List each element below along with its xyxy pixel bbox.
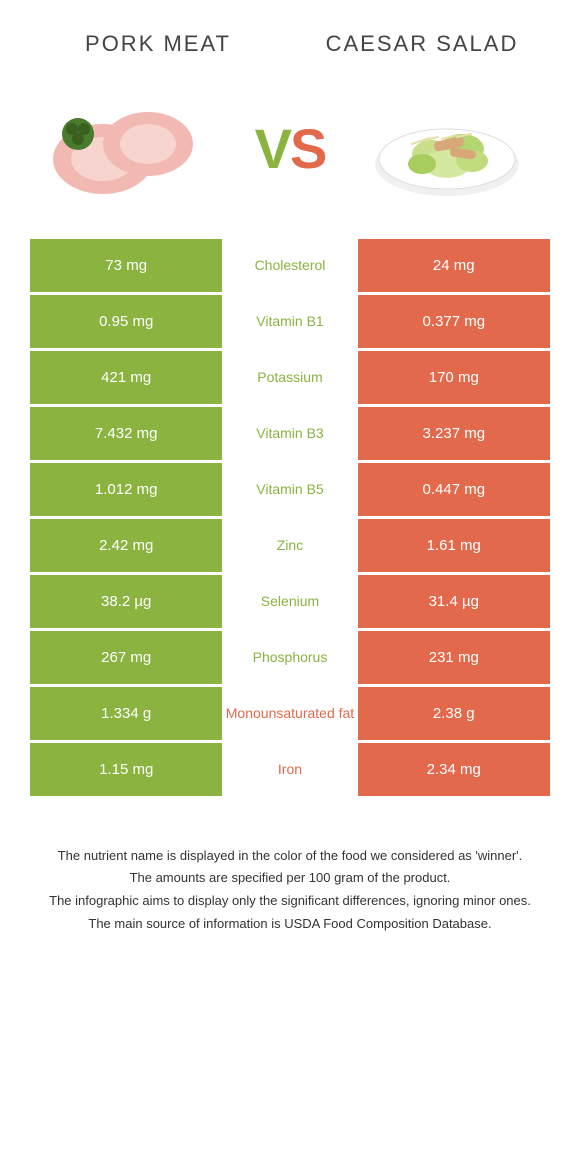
table-row: 1.15 mgIron2.34 mg: [30, 743, 550, 796]
table-row: 2.42 mgZinc1.61 mg: [30, 519, 550, 572]
table-row: 1.334 gMonounsaturated fat2.38 g: [30, 687, 550, 740]
right-value: 31.4 µg: [358, 575, 550, 628]
table-row: 0.95 mgVitamin B10.377 mg: [30, 295, 550, 348]
salad-image: [362, 89, 532, 209]
table-row: 267 mgPhosphorus231 mg: [30, 631, 550, 684]
note-line: The infographic aims to display only the…: [30, 891, 550, 912]
nutrient-label: Iron: [222, 743, 357, 796]
vs-s: S: [290, 117, 325, 180]
note-line: The main source of information is USDA F…: [30, 914, 550, 935]
left-value: 0.95 mg: [30, 295, 222, 348]
titles-row: Pork meat Caesar salad: [0, 0, 580, 69]
left-value: 73 mg: [30, 239, 222, 292]
table-row: 73 mgCholesterol24 mg: [30, 239, 550, 292]
footer-notes: The nutrient name is displayed in the co…: [0, 826, 580, 977]
infographic: Pork meat Caesar salad VS: [0, 0, 580, 977]
comparison-table: 73 mgCholesterol24 mg0.95 mgVitamin B10.…: [30, 239, 550, 796]
nutrient-label: Monounsaturated fat: [222, 687, 357, 740]
images-row: VS: [0, 69, 580, 239]
vs-v: V: [255, 117, 290, 180]
nutrient-label: Vitamin B5: [222, 463, 357, 516]
right-value: 231 mg: [358, 631, 550, 684]
nutrient-label: Cholesterol: [222, 239, 357, 292]
table-row: 7.432 mgVitamin B33.237 mg: [30, 407, 550, 460]
right-value: 0.377 mg: [358, 295, 550, 348]
pork-image: [48, 89, 218, 209]
table-row: 38.2 µgSelenium31.4 µg: [30, 575, 550, 628]
left-value: 1.012 mg: [30, 463, 222, 516]
note-line: The nutrient name is displayed in the co…: [30, 846, 550, 867]
left-title: Pork meat: [50, 30, 266, 59]
nutrient-label: Vitamin B3: [222, 407, 357, 460]
left-value: 421 mg: [30, 351, 222, 404]
vs-label: VS: [255, 116, 326, 181]
left-value: 1.334 g: [30, 687, 222, 740]
left-value: 267 mg: [30, 631, 222, 684]
left-value: 2.42 mg: [30, 519, 222, 572]
right-value: 2.34 mg: [358, 743, 550, 796]
right-value: 170 mg: [358, 351, 550, 404]
nutrient-label: Zinc: [222, 519, 357, 572]
note-line: The amounts are specified per 100 gram o…: [30, 868, 550, 889]
nutrient-label: Phosphorus: [222, 631, 357, 684]
table-row: 1.012 mgVitamin B50.447 mg: [30, 463, 550, 516]
nutrient-label: Selenium: [222, 575, 357, 628]
left-value: 1.15 mg: [30, 743, 222, 796]
right-title: Caesar salad: [314, 30, 530, 59]
nutrient-label: Potassium: [222, 351, 357, 404]
left-value: 38.2 µg: [30, 575, 222, 628]
right-value: 24 mg: [358, 239, 550, 292]
right-value: 1.61 mg: [358, 519, 550, 572]
table-row: 421 mgPotassium170 mg: [30, 351, 550, 404]
right-value: 3.237 mg: [358, 407, 550, 460]
left-value: 7.432 mg: [30, 407, 222, 460]
right-value: 2.38 g: [358, 687, 550, 740]
nutrient-label: Vitamin B1: [222, 295, 357, 348]
right-value: 0.447 mg: [358, 463, 550, 516]
